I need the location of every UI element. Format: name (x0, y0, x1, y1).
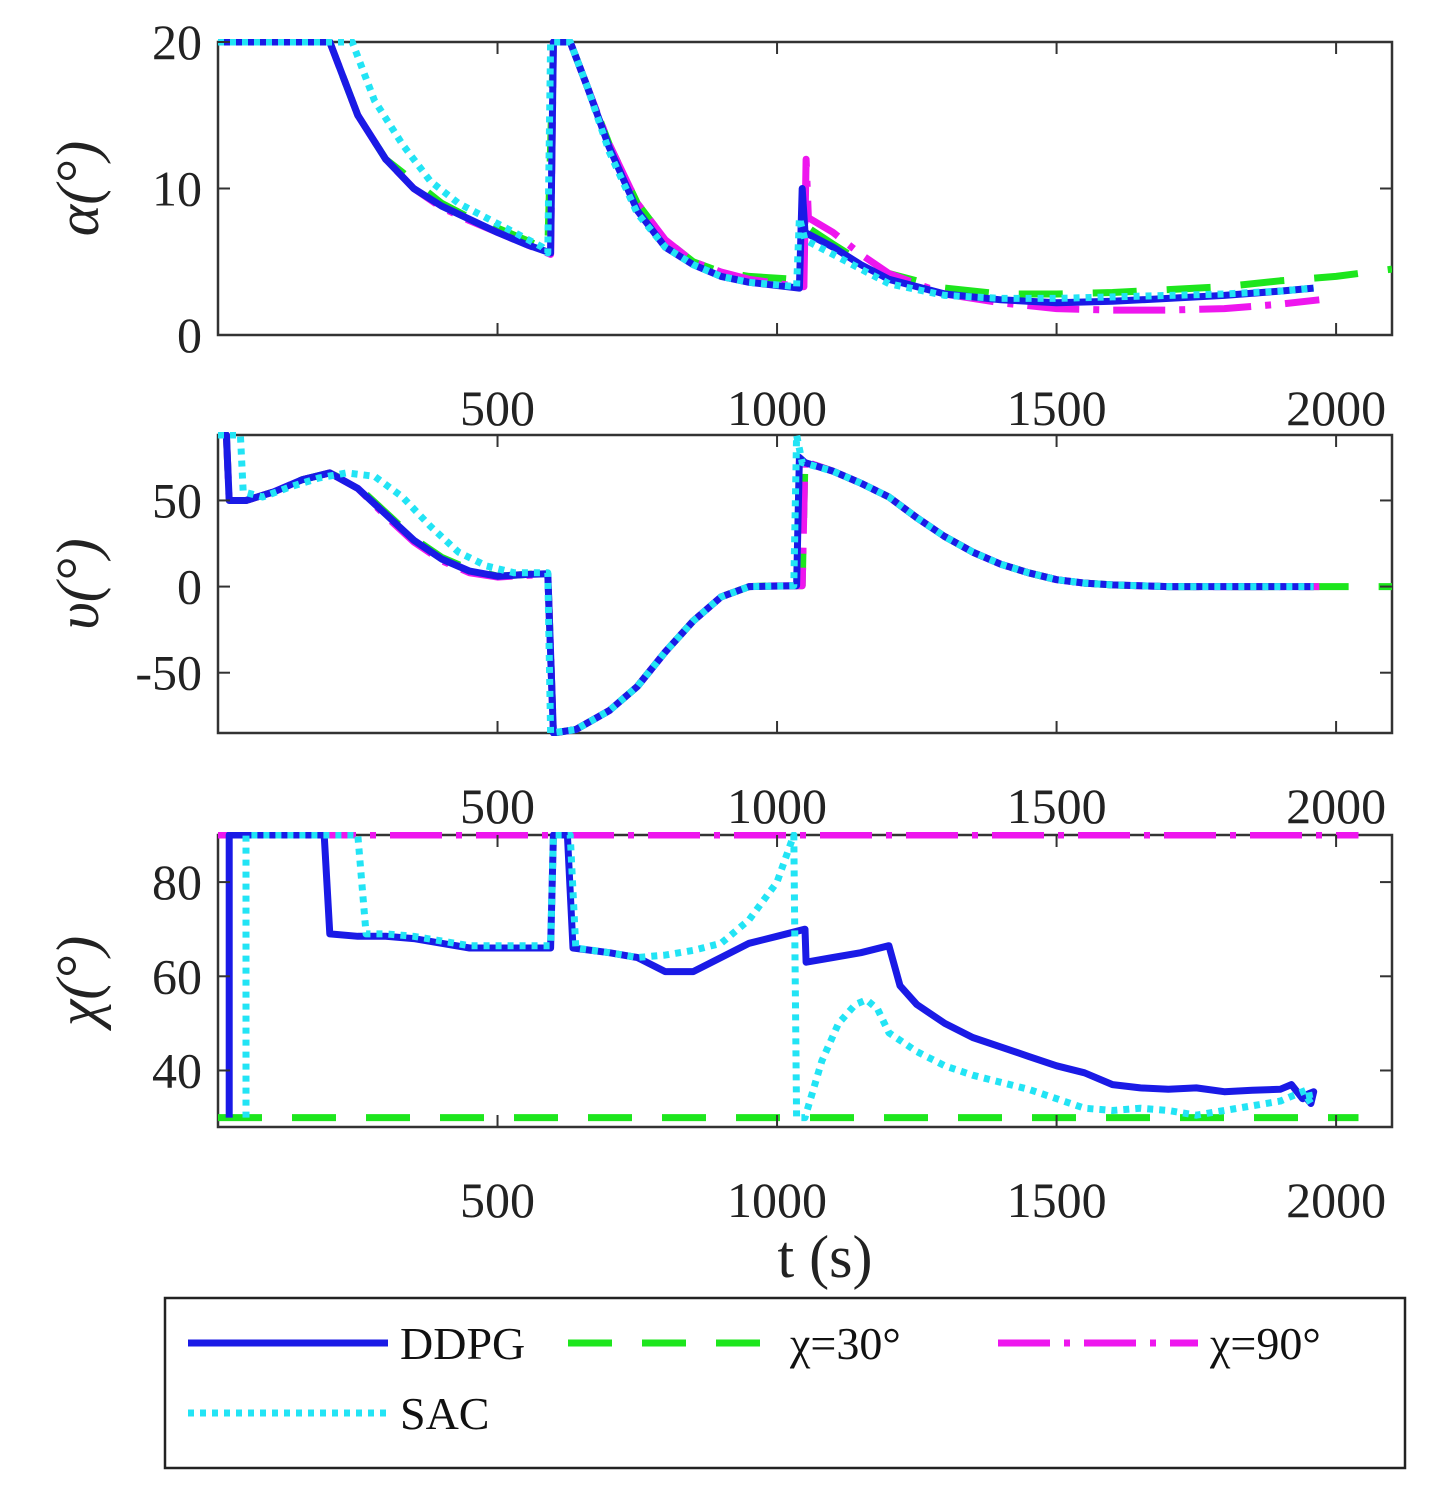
x-tick-label: 2000 (1286, 778, 1386, 834)
x-tick-label: 2000 (1286, 380, 1386, 436)
y-tick-label: 0 (177, 559, 202, 615)
plots: 0 10 20 500 1000 1500 2000 α(°) -50 0 50 500 1000 150… (45, 14, 1394, 1290)
x-axis-label: t (s) (778, 1224, 873, 1290)
series-line-DDPG (225, 832, 1318, 1118)
y-tick-label: -50 (135, 645, 202, 701)
x-tick-label: 2000 (1286, 1172, 1386, 1228)
y-tick-label: 10 (152, 161, 202, 217)
x-tick-label: 1000 (727, 1172, 827, 1228)
x-tick-label: 500 (460, 380, 535, 436)
legend-entry: SAC (188, 1388, 489, 1439)
legend-label: χ=90° (1209, 1318, 1321, 1369)
series-group (218, 832, 1359, 1122)
series-line-DDPG (218, 39, 1315, 307)
y-tick-label: 40 (152, 1042, 202, 1098)
series-line-SAC (218, 432, 1314, 736)
series-line-SAC (242, 832, 1315, 1122)
axes-frame (216, 833, 1394, 1129)
series-group (218, 39, 1392, 314)
y-axis-label: υ(°) (45, 538, 111, 630)
x-tick-label: 1000 (727, 778, 827, 834)
x-tick-label: 500 (460, 778, 535, 834)
x-tick-label: 1500 (1007, 1172, 1107, 1228)
series-line-χ=90° (218, 39, 1320, 314)
x-tick-label: 1500 (1007, 380, 1107, 436)
legend-box (163, 1296, 1407, 1470)
y-tick-label: 0 (177, 307, 202, 363)
y-tick-label: 20 (152, 14, 202, 70)
subplot-chi: 40 60 80 500 1000 1500 2000 χ(°) t (s) (45, 832, 1394, 1290)
series-line-SAC (218, 39, 1315, 302)
legend: DDPG χ=30° χ=90° SAC (163, 1296, 1407, 1470)
y-axis-label: α(°) (45, 141, 111, 236)
legend-entry: χ=30° (568, 1318, 901, 1369)
subplot-alpha: 0 10 20 500 1000 1500 2000 α(°) (45, 14, 1394, 436)
x-tick-label: 1000 (727, 380, 827, 436)
y-tick-label: 80 (152, 854, 202, 910)
x-tick-label: 500 (460, 1172, 535, 1228)
y-axis-label: χ(°) (45, 936, 111, 1031)
legend-label: DDPG (400, 1318, 525, 1369)
subplot-upsilon: -50 0 50 500 1000 1500 2000 υ(°) (45, 432, 1394, 834)
legend-label: SAC (400, 1388, 489, 1439)
legend-label: χ=30° (789, 1318, 901, 1369)
x-tick-label: 1500 (1007, 778, 1107, 834)
y-tick-label: 60 (152, 948, 202, 1004)
y-tick-label: 50 (152, 472, 202, 528)
legend-entry: χ=90° (998, 1318, 1321, 1369)
legend-entry: DDPG (188, 1318, 525, 1369)
series-group (218, 432, 1392, 736)
